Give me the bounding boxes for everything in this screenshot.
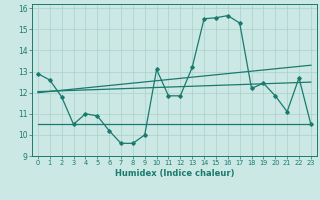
X-axis label: Humidex (Indice chaleur): Humidex (Indice chaleur)	[115, 169, 234, 178]
